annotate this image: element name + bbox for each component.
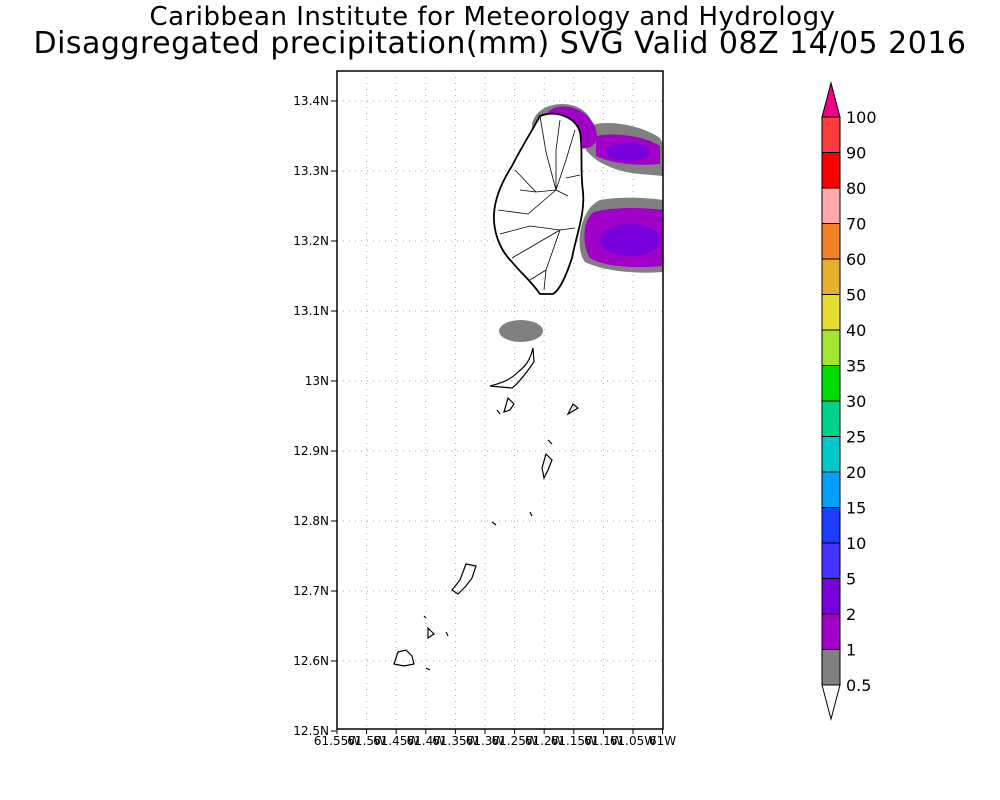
colorbar-swatch <box>821 258 841 295</box>
title-institute: Caribbean Institute for Meteorology and … <box>149 2 836 32</box>
colorbar-swatch <box>821 613 841 650</box>
colorbar-level-label: 90 <box>846 144 866 163</box>
island-st-vincent <box>493 112 585 295</box>
latitude-axis: 13.4N 13.3N 13.2N 13.1N 13N 12.9N 12.8N 12.7N 12… <box>293 94 337 738</box>
colorbar-level-label: 80 <box>846 179 866 198</box>
colorbar-level-label: 100 <box>846 108 877 127</box>
lat-label: 13.1N <box>293 304 329 318</box>
lon-label: 61.3W <box>466 734 505 748</box>
lat-label: 13.2N <box>293 234 329 248</box>
colorbar-swatch <box>821 649 841 686</box>
colorbar-upper-arrow <box>821 81 841 118</box>
map-gridlines <box>337 71 664 729</box>
title-product: Disaggregated precipitation(mm) SVG Vali… <box>33 26 967 61</box>
colorbar-level-label: 35 <box>846 357 866 376</box>
precip-area-south <box>499 320 543 342</box>
lat-label: 13N <box>305 374 329 388</box>
colorbar-level-label: 20 <box>846 463 866 482</box>
lat-label: 12.9N <box>293 444 329 458</box>
precip-area-east <box>579 197 663 273</box>
colorbar-swatch <box>821 116 841 153</box>
lon-label: 61.25W <box>491 734 537 748</box>
longitude-axis: 61.55W61.5W61.45W61.4W61.35W61.3W61.25W6… <box>314 729 676 748</box>
colorbar-level-label: 10 <box>846 534 866 553</box>
colorbar-level-label: 0.5 <box>846 676 871 695</box>
lat-label: 13.4N <box>293 94 329 108</box>
lat-label: 12.6N <box>293 654 329 668</box>
islands-grenadines <box>393 347 580 671</box>
colorbar-swatch <box>821 294 841 331</box>
colorbar-level-label: 60 <box>846 250 866 269</box>
lat-label: 12.7N <box>293 584 329 598</box>
lon-label: 61.55W <box>314 734 360 748</box>
map-background <box>337 71 663 729</box>
lon-label: 61.2W <box>525 734 564 748</box>
lon-label: 61W <box>649 734 676 748</box>
colorbar-level-label: 50 <box>846 286 866 305</box>
lon-label: 61.05W <box>610 734 656 748</box>
colorbar-swatch <box>821 365 841 402</box>
colorbar-swatch <box>821 436 841 473</box>
colorbar-lower-arrow <box>821 684 841 721</box>
colorbar-level-label: 5 <box>846 570 856 589</box>
lon-label: 61.35W <box>432 734 478 748</box>
colorbar-level-label: 2 <box>846 605 856 624</box>
colorbar-level-label: 15 <box>846 499 866 518</box>
colorbar-swatch <box>821 507 841 544</box>
lon-label: 61.15W <box>551 734 597 748</box>
colorbar-swatch <box>821 471 841 508</box>
colorbar-swatch <box>821 152 841 189</box>
colorbar-swatch <box>821 187 841 224</box>
lon-label: 61.5W <box>347 734 386 748</box>
colorbar-swatch <box>821 578 841 615</box>
lon-label: 61.1W <box>584 734 623 748</box>
colorbar-swatch <box>821 542 841 579</box>
colorbar-level-label: 25 <box>846 428 866 447</box>
lon-label: 61.4W <box>407 734 446 748</box>
colorbar-level-label: 1 <box>846 641 856 660</box>
lon-label: 61.45W <box>373 734 419 748</box>
colorbar-level-label: 40 <box>846 321 866 340</box>
colorbar-swatch <box>821 329 841 366</box>
lat-label: 12.5N <box>293 724 329 738</box>
map-panel <box>336 70 664 730</box>
lat-label: 13.3N <box>293 164 329 178</box>
colorbar-swatch <box>821 400 841 437</box>
colorbar-level-label: 30 <box>846 392 866 411</box>
map-frame <box>336 70 664 730</box>
colorbar-swatch <box>821 223 841 260</box>
colorbar-level-label: 70 <box>846 215 866 234</box>
lat-label: 12.8N <box>293 514 329 528</box>
